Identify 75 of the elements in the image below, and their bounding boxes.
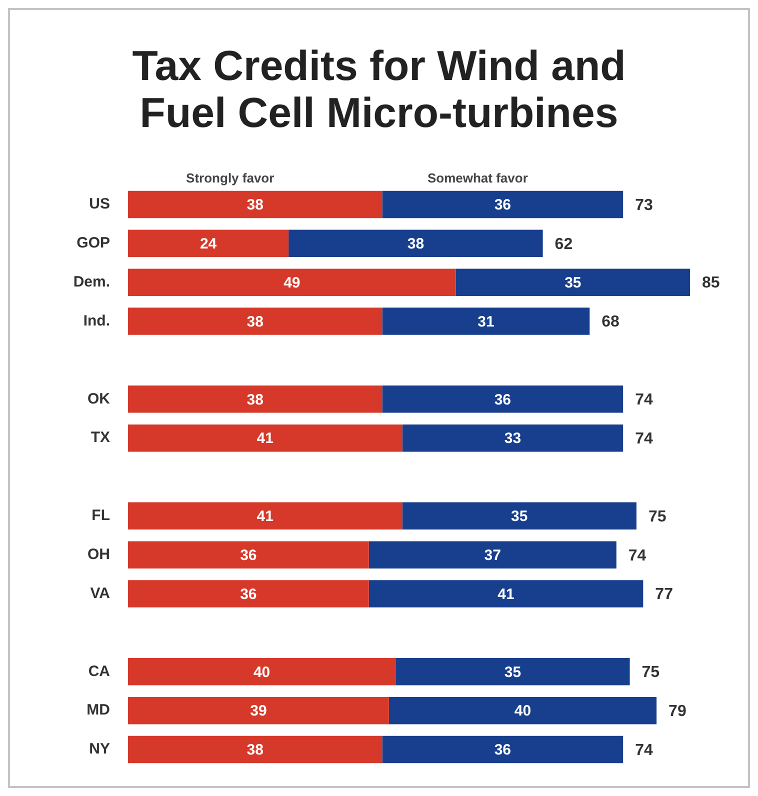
total-label: 85 (702, 274, 720, 292)
data-label: 40 (253, 664, 270, 681)
bar (382, 386, 624, 413)
bar (128, 190, 382, 218)
total-label: 74 (635, 392, 653, 409)
data-label: 35 (511, 508, 528, 526)
y-tick-label: MD (86, 702, 110, 719)
y-tick-label: TX (90, 429, 110, 446)
bar (128, 386, 382, 413)
series-label: Somewhat favor (427, 170, 528, 186)
bar (128, 541, 369, 568)
data-label: 38 (246, 313, 264, 330)
bar (382, 308, 590, 335)
data-label: 36 (494, 196, 512, 214)
total-label: 74 (635, 430, 653, 448)
data-label: 39 (250, 702, 267, 720)
bar (128, 580, 369, 608)
data-label: 38 (407, 236, 424, 253)
bar (128, 308, 382, 335)
total-label: 75 (648, 508, 666, 526)
total-label: 75 (642, 664, 660, 682)
bar (402, 424, 624, 452)
total-label: 79 (668, 703, 686, 720)
total-label: 62 (554, 236, 573, 253)
data-label: 24 (200, 236, 218, 253)
data-label: 41 (498, 586, 514, 603)
data-label: 41 (256, 430, 274, 448)
data-label: 36 (494, 391, 512, 408)
y-tick-label: OK (88, 390, 110, 408)
data-label: 31 (478, 313, 494, 330)
data-label: 41 (256, 508, 274, 526)
total-label: 74 (635, 742, 653, 759)
y-tick-label: Ind. (83, 312, 110, 330)
total-label: 73 (635, 196, 653, 214)
bar (402, 502, 636, 530)
bar (396, 658, 630, 686)
data-label: 35 (504, 664, 522, 681)
data-label: 36 (240, 586, 257, 603)
data-label: 35 (564, 274, 582, 292)
bar (128, 736, 382, 764)
data-label: 38 (246, 196, 264, 214)
total-label: 77 (655, 586, 674, 604)
y-tick-label: GOP (76, 234, 110, 252)
data-label: 36 (240, 547, 257, 564)
y-tick-label: VA (90, 584, 110, 602)
bar (388, 696, 657, 724)
bar (382, 190, 624, 218)
bar (368, 541, 616, 568)
data-label: 36 (494, 742, 512, 759)
total-label: 74 (628, 547, 646, 564)
bar (128, 502, 402, 530)
data-label: 33 (504, 430, 522, 448)
bar (288, 230, 543, 258)
bar (456, 268, 690, 296)
y-tick-label: CA (88, 662, 110, 680)
data-label: 37 (484, 547, 501, 564)
bar (382, 736, 624, 764)
bar (368, 580, 644, 608)
y-tick-label: FL (92, 507, 110, 524)
y-tick-label: NY (89, 740, 110, 758)
total-label: 68 (602, 314, 620, 331)
bar (128, 658, 396, 686)
y-tick-label: US (89, 196, 110, 213)
bar (128, 424, 402, 452)
y-tick-label: OH (88, 546, 110, 564)
data-label: 38 (246, 742, 264, 759)
data-label: 40 (514, 702, 532, 720)
bar (128, 230, 289, 258)
data-label: 49 (284, 274, 300, 292)
bar (128, 696, 389, 724)
bar (128, 268, 456, 296)
y-tick-label: Dem. (73, 273, 110, 290)
series-label: Strongly favor (186, 170, 274, 186)
data-label: 38 (246, 391, 264, 408)
chart-title: Tax Credits for Wind and Fuel Cell Micro-turbines (131, 41, 627, 138)
